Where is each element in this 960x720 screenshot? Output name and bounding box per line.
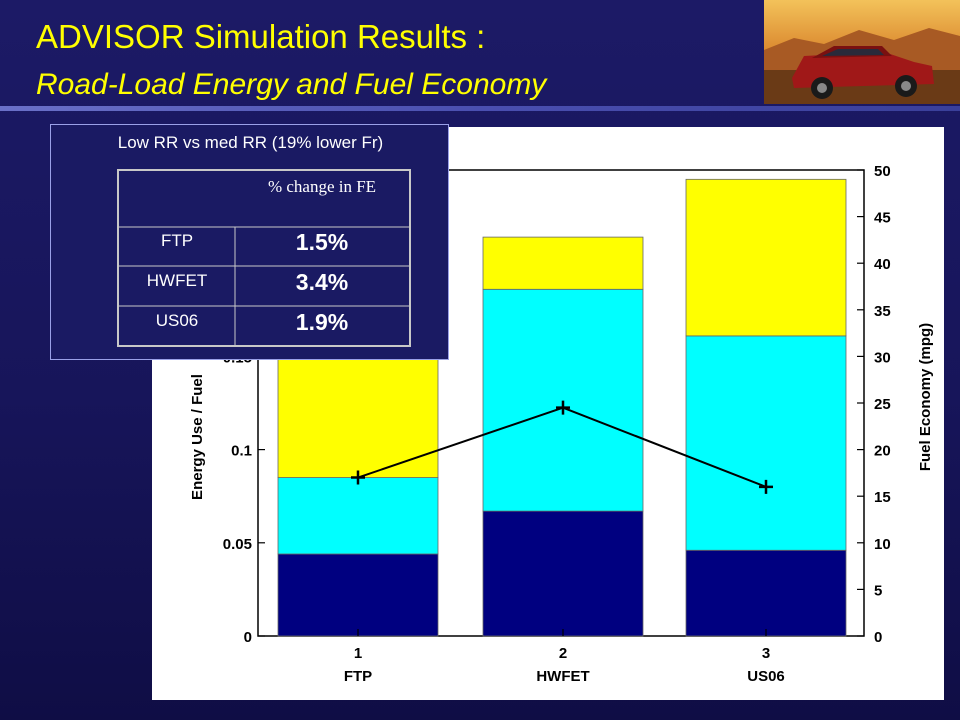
red-suv-photo-icon <box>764 0 960 104</box>
left-axis-title: Energy Use / Fuel <box>189 374 206 500</box>
bar-segment <box>482 236 644 290</box>
right-tick-label: 20 <box>874 443 891 460</box>
fe-table-panel: Low RR vs med RR (19% lower Fr) % change… <box>50 124 449 360</box>
fuel-economy-marker <box>759 479 773 494</box>
title-divider <box>0 106 960 111</box>
right-tick-label: 5 <box>874 582 882 599</box>
left-tick-label: 0.05 <box>223 536 252 553</box>
x-tick-label: 2 <box>559 645 567 662</box>
right-tick-label: 40 <box>874 256 891 273</box>
right-tick-label: 0 <box>874 629 882 646</box>
right-tick-label: 25 <box>874 396 891 413</box>
table-caption: Low RR vs med RR (19% lower Fr) <box>117 133 384 152</box>
row-label: HWFET <box>146 271 208 290</box>
x-tick-label: 1 <box>354 645 362 662</box>
row-value: 3.4% <box>295 269 349 295</box>
right-axis-title: Fuel Economy (mpg) <box>917 323 934 471</box>
right-tick-label: 15 <box>874 489 891 506</box>
row-value: 1.5% <box>295 229 349 255</box>
x-tick-label: 3 <box>762 645 770 662</box>
table-grid-lines <box>119 226 409 345</box>
fuel-economy-marker <box>556 400 570 415</box>
right-tick-label: 50 <box>874 163 891 180</box>
right-tick-label: 45 <box>874 210 891 227</box>
left-tick-label: 0 <box>244 629 252 646</box>
category-label: HWFET <box>536 668 589 685</box>
row-value: 1.9% <box>295 309 349 335</box>
right-tick-label: 10 <box>874 536 891 553</box>
category-label: FTP <box>344 668 372 685</box>
fuel-economy-marker <box>351 470 365 485</box>
row-label: US06 <box>155 311 199 330</box>
bar-segment <box>482 288 644 512</box>
category-label: US06 <box>747 668 785 685</box>
slide-title: ADVISOR Simulation Results : <box>36 18 486 55</box>
left-tick-label: 0.1 <box>231 443 252 460</box>
slide-subtitle: Road-Load Energy and Fuel Economy <box>36 68 547 101</box>
bar-segment <box>685 549 847 637</box>
fe-table: % change in FE FTP 1.5% HWFET 3.4% US06 … <box>117 169 411 347</box>
row-label: FTP <box>160 231 194 250</box>
table-header-fe: % change in FE <box>267 177 377 196</box>
bar-segment <box>685 335 847 551</box>
right-tick-label: 35 <box>874 303 891 320</box>
bar-segment <box>277 553 439 637</box>
bar-segment <box>277 477 439 555</box>
right-tick-label: 30 <box>874 349 891 366</box>
bar-segment <box>482 510 644 637</box>
bar-segment <box>685 178 847 337</box>
